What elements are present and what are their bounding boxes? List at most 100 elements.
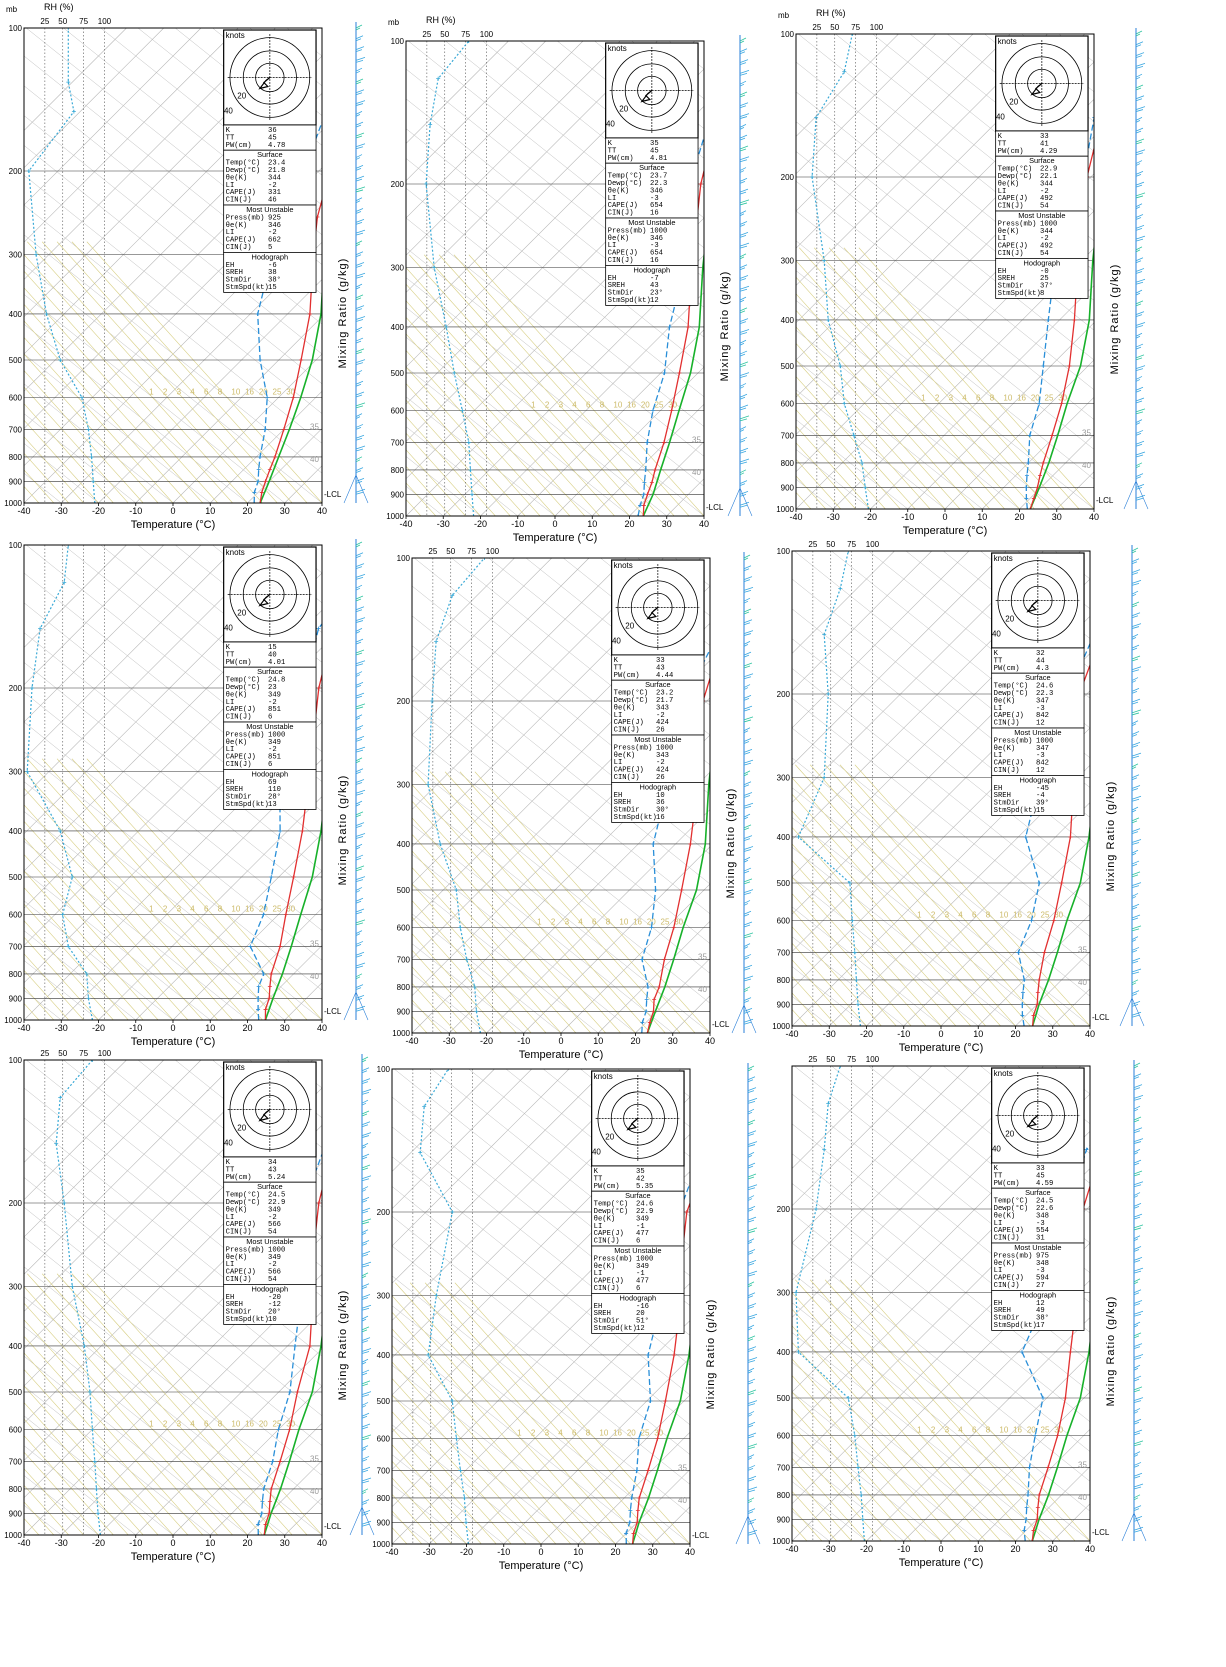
moist-adiabat-line — [12, 1274, 247, 1535]
pressure-tick-label: 900 — [391, 490, 405, 499]
wind-barb — [744, 739, 751, 744]
wind-barb — [356, 628, 362, 633]
moist-adiabat-line — [0, 759, 233, 1020]
dewpoint-point — [1041, 1396, 1045, 1400]
stat-value: 16 — [650, 257, 659, 265]
isotherm-line — [0, 1060, 201, 1535]
temperature-point — [1050, 433, 1054, 437]
wind-barb — [748, 1152, 754, 1157]
dewpoint-point — [400, 1058, 404, 1062]
dewpoint-point — [1142, 70, 1146, 74]
x-tick-label: -20 — [860, 1029, 873, 1039]
dewpoint-point — [662, 371, 666, 375]
dry-adiabat-line — [687, 34, 1226, 509]
x-tick-label: 40 — [699, 519, 709, 529]
x-tick-label: 0 — [558, 1036, 563, 1046]
dry-adiabat-line — [91, 34, 685, 509]
wind-barb — [740, 416, 749, 421]
dry-adiabat-line — [79, 558, 673, 1033]
pressure-tick-label: 500 — [9, 1388, 23, 1397]
wind-barb — [1132, 613, 1140, 618]
wind-barb — [356, 974, 362, 979]
theta-e-label: 40 — [310, 1487, 319, 1496]
wind-barb — [362, 1489, 368, 1494]
theta-e-label: 40 — [678, 1496, 687, 1505]
mixing-ratio-label: 6 — [572, 1429, 577, 1438]
stat-label: CIN(J) — [226, 714, 252, 722]
dry-adiabat-line — [236, 551, 830, 1026]
isotherm-line — [114, 558, 589, 1033]
moist-adiabat-line — [379, 255, 614, 516]
rh-point — [460, 409, 464, 413]
x-axis-title: Temperature (°C) — [899, 1042, 983, 1054]
theta-e-label: 35 — [310, 422, 319, 431]
moist-adiabat-line — [365, 1283, 600, 1544]
x-tick-label: -10 — [129, 506, 142, 516]
mixing-ratio-label: 16 — [245, 905, 254, 914]
wind-barb — [748, 1109, 754, 1114]
rh-point — [465, 957, 469, 961]
moist-adiabat-line — [12, 242, 247, 503]
stat-label: PW(cm) — [614, 672, 640, 680]
wind-barb — [356, 931, 362, 936]
dewpoint-point — [271, 1459, 275, 1463]
dewpoint-point — [1037, 881, 1041, 885]
theta-e-label: 40 — [1082, 461, 1091, 470]
rh-line — [27, 545, 92, 1020]
rh-tick-label: 50 — [58, 17, 67, 26]
isotherm-line — [531, 551, 1006, 1026]
x-tick-label: -30 — [823, 1544, 836, 1554]
stat-value: 27 — [1036, 1282, 1045, 1290]
wind-barb — [1136, 193, 1145, 198]
wind-barb — [1134, 1452, 1140, 1457]
lcl-label: -LCL — [324, 490, 342, 499]
moist-adiabat-line — [341, 772, 576, 1033]
rh-line — [798, 551, 860, 1026]
temperature-point — [363, 1096, 367, 1100]
wind-barb — [744, 976, 753, 981]
moist-adiabat-line — [0, 1274, 128, 1535]
x-tick-label: -10 — [517, 1036, 530, 1046]
dry-adiabat-line — [683, 1066, 1226, 1541]
wind-barb — [356, 715, 362, 720]
wind-barb — [356, 941, 363, 946]
stat-value: 6 — [636, 1238, 640, 1246]
wind-barb — [740, 481, 747, 486]
wind-barb — [356, 468, 363, 473]
dry-adiabat-line — [459, 551, 1053, 1026]
mixing-ratio-label: 6 — [972, 1426, 977, 1435]
mixing-ratio-label: 25 — [1041, 911, 1050, 920]
wind-barb — [356, 316, 365, 321]
theta-e-label: 35 — [678, 1463, 687, 1472]
rh-point — [810, 175, 814, 179]
x-tick-label: 40 — [317, 1538, 327, 1548]
wind-barb — [356, 607, 364, 612]
wind-barb — [740, 135, 747, 140]
dry-adiabat-line — [0, 1069, 429, 1544]
rh-tick-label: 100 — [98, 17, 112, 26]
temperature-point — [269, 1487, 273, 1491]
stat-value: 6 — [268, 761, 272, 769]
dry-adiabat-line — [240, 34, 834, 509]
stat-value: 13 — [268, 801, 277, 809]
wind-barb — [748, 1260, 756, 1265]
wind-barb — [356, 747, 365, 752]
lcl-label: -LCL — [1096, 496, 1114, 505]
pressure-tick-label: 600 — [781, 400, 795, 409]
wind-barb — [356, 349, 364, 354]
stat-label: PW(cm) — [998, 148, 1024, 156]
wind-barb — [744, 857, 750, 862]
mixing-ratio-label: 4 — [190, 1420, 195, 1429]
pressure-tick-label: 300 — [777, 1289, 791, 1298]
isotherm-line — [0, 28, 164, 503]
svg-text:20: 20 — [237, 91, 246, 100]
wind-barb — [744, 965, 752, 970]
temperature-point — [662, 440, 666, 444]
rh-tick-label: 75 — [467, 547, 476, 556]
moist-adiabat-line — [207, 772, 442, 1033]
wind-barb — [748, 1163, 755, 1168]
mixing-ratio-axis-title: Mixing Ratio (g/kg) — [337, 258, 349, 369]
wind-barb — [1132, 991, 1139, 996]
rh-tick-label: 50 — [830, 23, 839, 32]
mixing-ratio-label: 4 — [958, 911, 963, 920]
